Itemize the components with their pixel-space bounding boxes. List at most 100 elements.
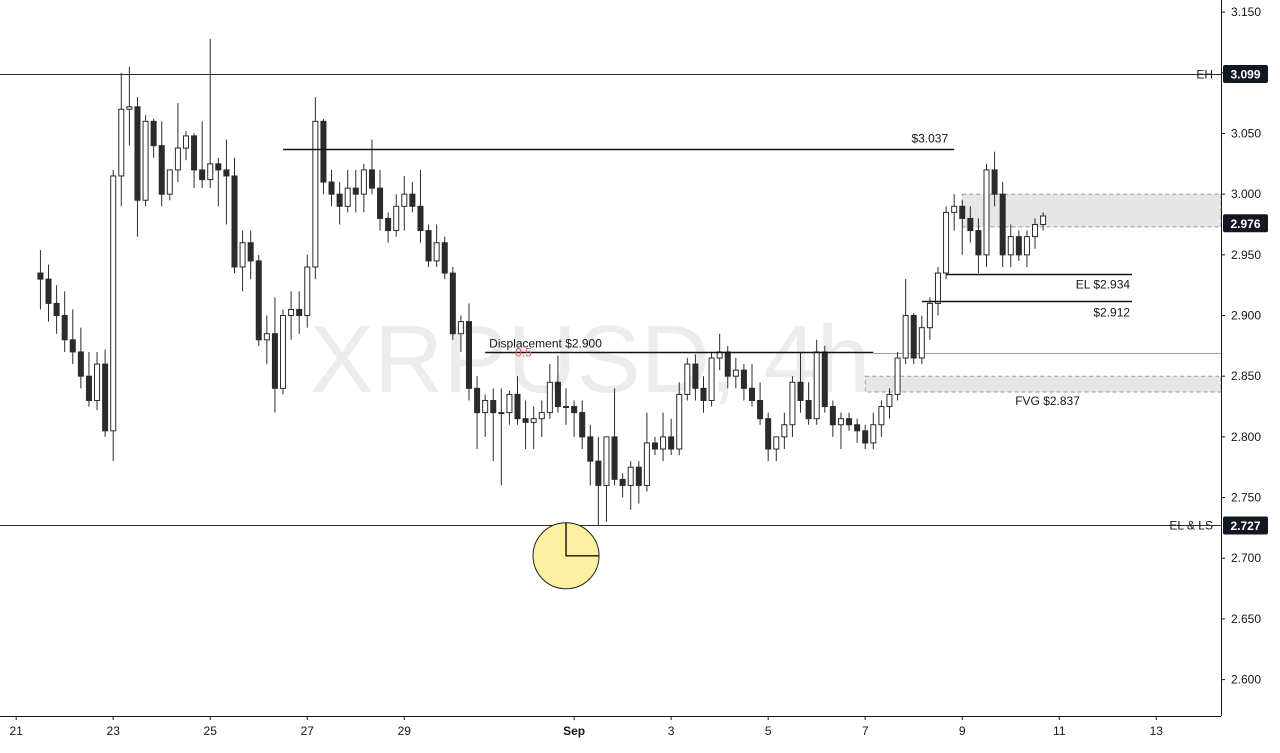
time-tick-3: 27 [301,724,315,738]
candle-body-48 [425,230,432,262]
candle-body-22 [215,163,222,171]
time-tick-9: 9 [959,724,966,738]
candle-body-23 [223,169,230,177]
candle-body-89 [757,399,764,420]
level-label-0: EH [1196,68,1213,82]
time-tick-0: 21 [9,724,23,738]
candle-body-33 [304,266,311,317]
candle-body-46 [409,193,416,207]
candle-body-123 [1032,224,1039,238]
price-tag-0: 3.099 [1230,68,1260,82]
candle-body-110 [926,302,933,329]
candle-body-117 [983,169,990,256]
candle-body-86 [732,369,739,377]
candle-body-120 [1007,236,1014,256]
price-tick-7: 2.800 [1231,430,1261,444]
candle-body-77 [660,436,667,450]
candle-body-50 [441,242,448,274]
candle-body-85 [724,351,731,377]
candle-body-8 [102,363,109,432]
candle-body-90 [765,418,772,450]
candle-body-31 [288,308,295,317]
candle-body-72 [619,478,626,486]
candle-body-55 [482,399,489,414]
candle-body-5 [77,351,84,377]
fvg-label: FVG $2.837 [1015,394,1080,408]
candle-body-105 [886,393,893,408]
candle-body-113 [951,205,958,213]
candle-body-0 [37,272,44,280]
candle-body-24 [231,175,238,268]
annotations-layer: $3.037 EL $2.934 $2.912 Displacement $2.900… [283,132,1133,590]
candle-body-101 [854,424,861,432]
candle-body-103 [870,424,877,444]
candle-body-37 [336,193,343,207]
candle-body-95 [805,399,812,420]
candle-body-17 [174,147,181,171]
levels-layer: EH EL & LS [0,68,1221,533]
el-label: EL $2.934 [1076,278,1131,292]
time-tick-10: 11 [1053,724,1066,738]
candle-body-32 [296,308,303,317]
candle-body-45 [401,193,408,207]
candle-body-97 [821,351,828,408]
candle-body-39 [352,187,359,195]
symbol-watermark: XRPUSD, 4h [310,306,870,413]
high-label: $3.037 [911,132,948,146]
candle-body-47 [417,205,424,232]
candle-body-80 [684,363,691,395]
half-level-label: 0.5 [515,346,532,360]
candle-body-30 [280,315,287,389]
price-tags: 3.099 2.727 2.976 [1223,65,1268,535]
time-axis[interactable]: 21 23 25 27 29 Sep 3 5 7 9 11 13 [9,716,1163,738]
candle-body-34 [312,120,319,268]
candle-body-118 [991,169,998,195]
candle-body-109 [918,327,925,359]
candle-body-70 [603,436,610,486]
time-tick-4: 29 [398,724,412,738]
candle-body-16 [166,169,173,195]
candle-body-7 [94,363,101,401]
candle-body-78 [668,436,675,450]
candle-body-75 [643,442,650,486]
liquidity-sweep-marker [565,522,600,557]
candle-body-1 [45,278,52,304]
price-tick-9: 2.700 [1231,551,1261,565]
candle-body-57 [498,412,505,415]
candle-body-115 [967,217,974,232]
candle-body-114 [959,205,966,219]
candle-body-4 [69,339,76,353]
candles-layer [37,38,1047,526]
candle-body-38 [344,187,351,207]
candle-body-116 [975,230,982,256]
time-tick-2: 25 [204,724,218,738]
candle-body-104 [878,406,885,426]
candle-body-2 [53,302,60,317]
candle-body-40 [360,169,367,195]
candle-body-92 [781,424,788,438]
candle-body-124 [1040,215,1047,226]
candle-body-11 [126,106,133,110]
candle-body-49 [433,242,440,262]
candle-body-79 [676,393,683,450]
candle-body-96 [813,351,820,420]
candle-body-42 [377,187,384,219]
candle-body-56 [490,399,497,414]
candle-body-122 [1023,236,1030,256]
candle-body-19 [191,135,198,171]
candle-body-91 [773,436,780,450]
candle-body-51 [449,272,456,335]
candle-body-81 [692,363,699,389]
time-tick-1: 23 [107,724,121,738]
price-tick-4: 2.950 [1231,248,1261,262]
candle-body-35 [320,120,327,183]
candle-body-69 [595,460,602,486]
candle-body-3 [61,315,68,341]
candle-body-76 [651,442,658,450]
price-tag-bg-2 [1223,214,1268,233]
candle-body-21 [207,163,214,181]
candle-body-20 [199,169,206,181]
